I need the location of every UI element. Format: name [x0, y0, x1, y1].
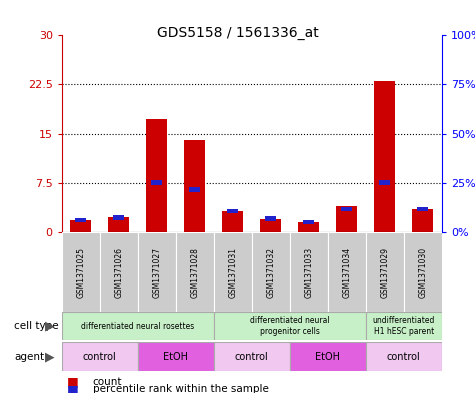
Bar	[412, 209, 433, 232]
Bar	[341, 207, 352, 211]
Bar	[184, 140, 205, 232]
Bar	[366, 312, 442, 340]
Text: cell type: cell type	[14, 321, 59, 331]
Text: EtOH: EtOH	[315, 352, 340, 362]
Text: ■: ■	[66, 382, 78, 393]
Bar	[62, 342, 138, 371]
Text: undifferentiated
H1 hESC parent: undifferentiated H1 hESC parent	[372, 316, 435, 336]
Bar	[366, 232, 404, 312]
Text: GSM1371031: GSM1371031	[228, 247, 237, 298]
Bar	[379, 180, 390, 185]
Text: GSM1371034: GSM1371034	[342, 246, 351, 298]
Bar	[265, 217, 276, 221]
Bar	[214, 312, 366, 340]
Bar	[113, 215, 124, 220]
Text: GSM1371026: GSM1371026	[114, 247, 123, 298]
Bar	[366, 342, 442, 371]
Bar	[176, 232, 214, 312]
Bar	[374, 81, 395, 232]
Text: GSM1371025: GSM1371025	[76, 247, 85, 298]
Bar	[303, 220, 314, 224]
Text: control: control	[387, 352, 421, 362]
Text: ▶: ▶	[45, 350, 55, 363]
Bar	[260, 219, 281, 232]
Text: agent: agent	[14, 352, 44, 362]
Bar	[189, 187, 200, 191]
Bar	[62, 232, 100, 312]
Bar	[336, 206, 357, 232]
Text: GSM1371030: GSM1371030	[418, 246, 427, 298]
Bar	[290, 342, 366, 371]
Bar	[75, 218, 86, 222]
Text: GSM1371028: GSM1371028	[190, 247, 199, 298]
Bar	[214, 342, 290, 371]
Text: differentiated neural rosettes: differentiated neural rosettes	[81, 322, 194, 331]
Bar	[298, 222, 319, 232]
Text: ■: ■	[66, 375, 78, 389]
Bar	[70, 220, 91, 232]
Bar	[290, 232, 328, 312]
Bar	[222, 211, 243, 232]
Text: count: count	[93, 377, 122, 387]
Bar	[417, 207, 428, 211]
Bar	[108, 217, 129, 232]
Bar	[138, 342, 214, 371]
Bar	[328, 232, 366, 312]
Text: GSM1371032: GSM1371032	[266, 247, 275, 298]
Text: percentile rank within the sample: percentile rank within the sample	[93, 384, 268, 393]
Bar	[252, 232, 290, 312]
Bar	[151, 180, 162, 185]
Bar	[146, 119, 167, 232]
Text: EtOH: EtOH	[163, 352, 188, 362]
Text: GDS5158 / 1561336_at: GDS5158 / 1561336_at	[157, 26, 318, 40]
Text: control: control	[83, 352, 117, 362]
Bar	[138, 232, 176, 312]
Text: differentiated neural
progenitor cells: differentiated neural progenitor cells	[250, 316, 330, 336]
Bar	[404, 232, 442, 312]
Bar	[100, 232, 138, 312]
Text: control: control	[235, 352, 269, 362]
Text: GSM1371033: GSM1371033	[304, 246, 313, 298]
Bar	[62, 312, 214, 340]
Text: ▶: ▶	[45, 320, 55, 333]
Text: GSM1371029: GSM1371029	[380, 247, 389, 298]
Text: GSM1371027: GSM1371027	[152, 247, 161, 298]
Bar	[214, 232, 252, 312]
Bar	[227, 209, 238, 213]
